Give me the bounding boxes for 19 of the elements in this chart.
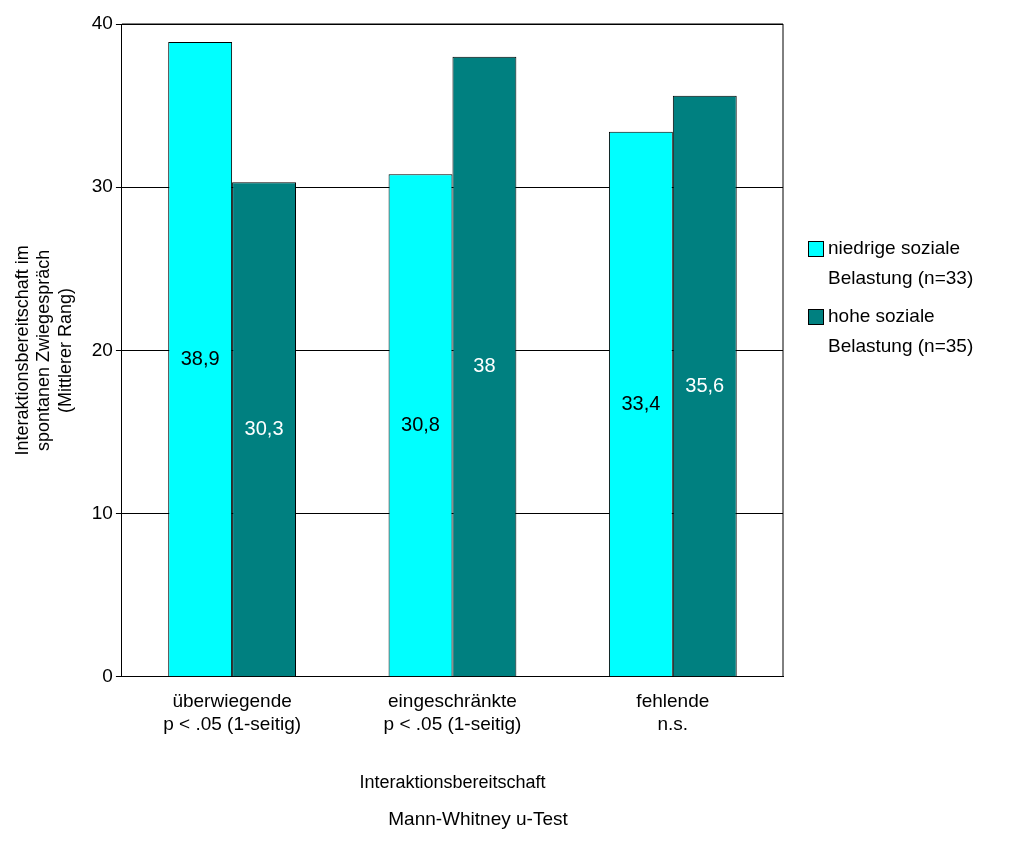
x-axis-title: Interaktionsbereitschaft: [359, 772, 546, 793]
data-label: 38,9: [180, 346, 220, 369]
data-label: 35,6: [685, 373, 725, 396]
legend-label: niedrige soziale Belastung (n=33): [828, 236, 975, 290]
y-axis-title: Interaktionsbereitschaft im spontanen Zwiegespräch (Mittlerer Rang): [11, 245, 75, 456]
y-tick-label: 10: [91, 501, 113, 523]
data-label: 30,3: [244, 416, 284, 439]
x-tick-label: fehlende n.s.: [636, 690, 710, 735]
x-tick-label: eingeschränkte p < .05 (1-seitig): [383, 690, 522, 735]
data-label: 33,4: [621, 391, 661, 414]
y-tick-label: 30: [91, 175, 113, 197]
data-label: 30,8: [401, 412, 440, 435]
data-label: 38: [473, 353, 496, 376]
x-tick-label: überwiegende p < .05 (1-seitig): [163, 690, 302, 735]
y-tick-label: 20: [91, 338, 113, 360]
legend-label: hohe soziale Belastung (n=35): [828, 304, 975, 358]
text: Mann-Whitney u-Test: [387, 808, 569, 830]
y-tick-label: 0: [102, 665, 113, 687]
y-tick-label: 40: [91, 12, 113, 34]
